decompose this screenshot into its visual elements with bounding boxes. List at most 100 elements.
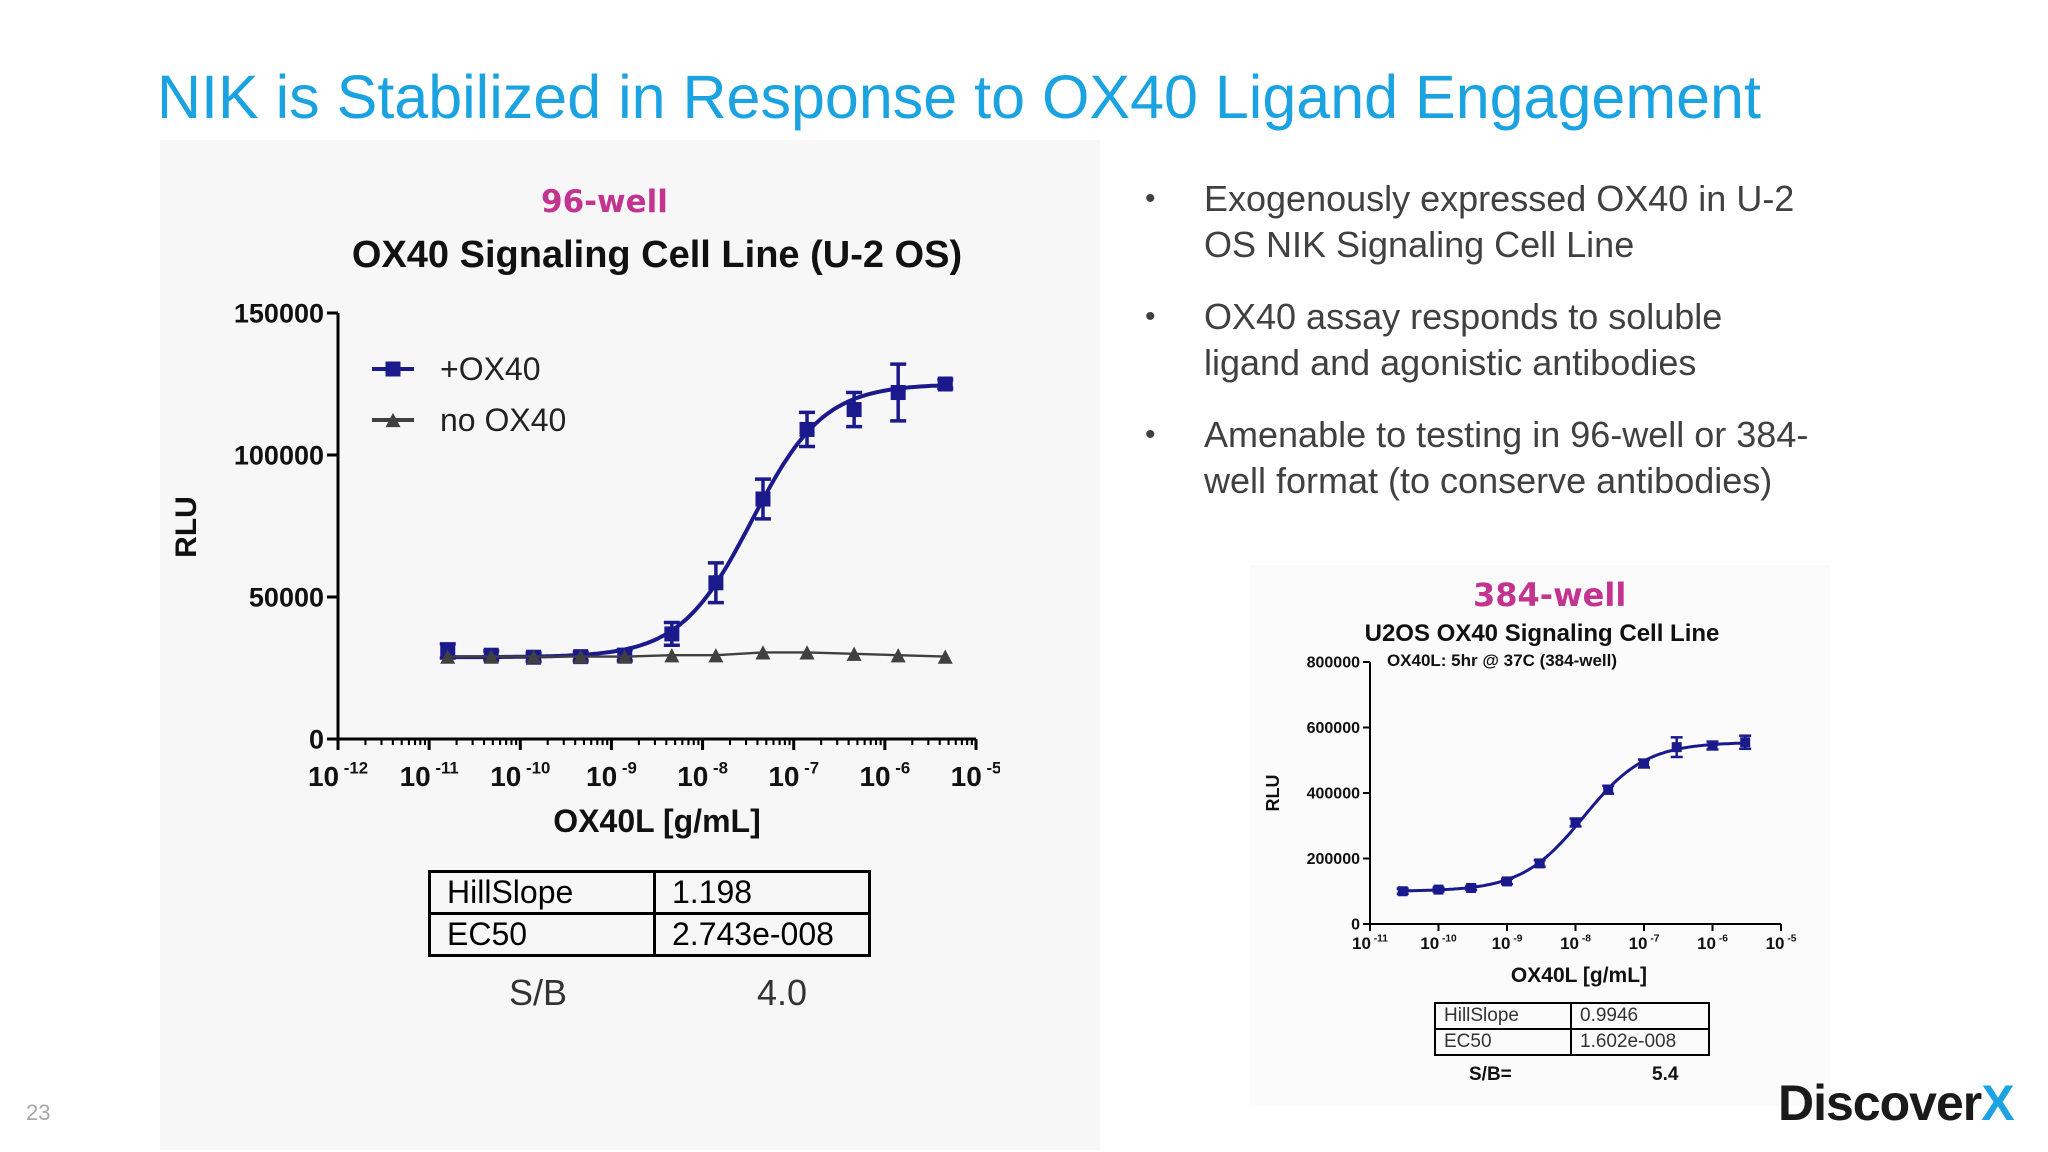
hillslope-label: HillSlope [428, 870, 656, 915]
y-tick-label: 400000 [1307, 786, 1360, 803]
x-tick-label: 10 -7 [768, 758, 819, 792]
x-tick-label: 10 -8 [1560, 933, 1591, 953]
hillslope-value: 0.9946 [1570, 1002, 1710, 1030]
data-point [1639, 758, 1649, 769]
data-point [617, 649, 633, 664]
x-tick-label: 10 -12 [308, 758, 368, 792]
data-point [1502, 876, 1512, 887]
plot-area [439, 362, 954, 665]
data-point [1397, 886, 1408, 897]
axes: 0 50000 100000 150000 10 -12 10 -11 10 -10 10 -… [234, 298, 1000, 792]
plot-area [1396, 734, 1752, 897]
hillslope-label: HillSlope [1434, 1002, 1572, 1030]
x-tick-label: 10 -9 [1492, 933, 1523, 953]
chart-title: U2OS OX40 Signaling Cell Line [1365, 620, 1720, 647]
stats-table-384: HillSlope 0.9946 EC50 1.602e-008 [1434, 1002, 1710, 1056]
x-tick-label: 10 -11 [1352, 933, 1388, 953]
ec50-value: 2.743e-008 [653, 912, 871, 957]
data-point [755, 645, 771, 660]
logo-accent: X [1981, 1075, 2014, 1131]
chart-96-well: OX40 Signaling Cell Line (U-2 OS) RLU OX… [170, 234, 1000, 839]
discoverx-logo: DiscoverX [1778, 1074, 2015, 1132]
data-point [664, 648, 680, 663]
bullet-text: Amenable to testing in 96-well or 384-we… [1204, 414, 1809, 501]
data-point [937, 649, 953, 664]
bullet-text: Exogenously expressed OX40 in U-2 OS NIK… [1204, 178, 1795, 265]
sb-value: 5.4 [1652, 1064, 1679, 1085]
logo-text: Discover [1778, 1075, 1982, 1131]
data-point [708, 575, 724, 591]
list-item: • OX40 assay responds to soluble ligand a… [1140, 294, 1820, 386]
data-point [1707, 740, 1718, 751]
x-tick-label: 10 -6 [1697, 933, 1728, 953]
x-tick-label: 10 -8 [677, 758, 728, 792]
data-point [1570, 817, 1581, 828]
y-tick-label: 50000 [249, 582, 324, 612]
fit-curve [1402, 741, 1746, 893]
stats-table-96: HillSlope 1.198 EC50 2.743e-008 [428, 870, 871, 957]
list-item: • Amenable to testing in 96-well or 384-w… [1140, 412, 1820, 504]
x-tick-label: 10 -10 [1420, 933, 1457, 953]
bullet-icon: • [1145, 418, 1156, 451]
series-line [447, 651, 946, 658]
data-point [846, 646, 862, 661]
chart-title: OX40 Signaling Cell Line (U-2 OS) [352, 234, 962, 276]
x-tick-label: 10 -5 [951, 758, 1000, 792]
axes: 0 200000 400000 600000 800000 10 -11 10 -10 10 … [1307, 655, 1797, 953]
ec50-label: EC50 [1434, 1028, 1572, 1056]
chart-384-well: U2OS OX40 Signaling Cell Line OX40L: 5hr… [1263, 620, 1797, 987]
x-tick-label: 10 -11 [400, 758, 459, 792]
y-tick-label: 200000 [1307, 851, 1360, 868]
legend-label: no OX40 [440, 402, 566, 438]
data-point [440, 649, 456, 664]
data-point [385, 361, 401, 377]
legend: +OX40 no OX40 [372, 351, 566, 438]
data-point [385, 412, 401, 428]
bullet-list: • Exogenously expressed OX40 in U-2 OS NI… [1140, 176, 1820, 530]
y-tick-label: 800000 [1307, 655, 1360, 672]
y-axis-label: RLU [1263, 775, 1283, 812]
bullet-icon: • [1145, 300, 1156, 333]
slide-title: NIK is Stabilized in Response to OX40 Li… [157, 63, 1761, 131]
x-tick-label: 10 -6 [859, 758, 910, 792]
well-label-96: 96-well [541, 184, 668, 220]
data-point [1671, 742, 1682, 753]
data-point [1603, 784, 1614, 795]
data-point [937, 376, 953, 392]
table-row: EC50 2.743e-008 [428, 912, 871, 957]
data-point [1466, 882, 1477, 893]
data-point [483, 649, 499, 664]
table-row: HillSlope 0.9946 [1434, 1002, 1710, 1030]
table-row: HillSlope 1.198 [428, 870, 871, 915]
y-tick-label: 0 [309, 724, 324, 754]
sb-label: S/B= [1469, 1064, 1512, 1085]
data-point [526, 649, 542, 664]
hillslope-value: 1.198 [653, 870, 871, 915]
x-axis-label: OX40L [g/mL] [1511, 964, 1647, 987]
x-tick-label: 10 -9 [586, 758, 637, 792]
legend-label: +OX40 [440, 351, 541, 387]
data-point [664, 626, 680, 642]
data-point [1740, 737, 1751, 748]
data-point [708, 648, 724, 663]
sb-value: 4.0 [757, 972, 808, 1013]
data-point [890, 385, 906, 401]
bullet-icon: • [1145, 182, 1156, 215]
sb-label: S/B [509, 972, 568, 1013]
x-tick-label: 10 -7 [1629, 933, 1660, 953]
chart-subtitle: OX40L: 5hr @ 37C (384-well) [1387, 651, 1617, 670]
ec50-label: EC50 [428, 912, 656, 957]
x-axis-label: OX40L [g/mL] [553, 803, 760, 839]
page-number: 23 [26, 1100, 51, 1125]
data-point [573, 649, 589, 664]
bullet-text: OX40 assay responds to soluble ligand an… [1204, 296, 1723, 383]
x-tick-label: 10 -10 [490, 758, 550, 792]
data-point [799, 421, 815, 437]
y-axis-label: RLU [170, 496, 203, 558]
left-figure-panel [160, 140, 1100, 1150]
y-tick-label: 100000 [234, 440, 324, 470]
data-point [1534, 858, 1545, 869]
data-point [890, 648, 906, 663]
data-point [755, 491, 771, 507]
y-tick-label: 150000 [234, 298, 324, 328]
